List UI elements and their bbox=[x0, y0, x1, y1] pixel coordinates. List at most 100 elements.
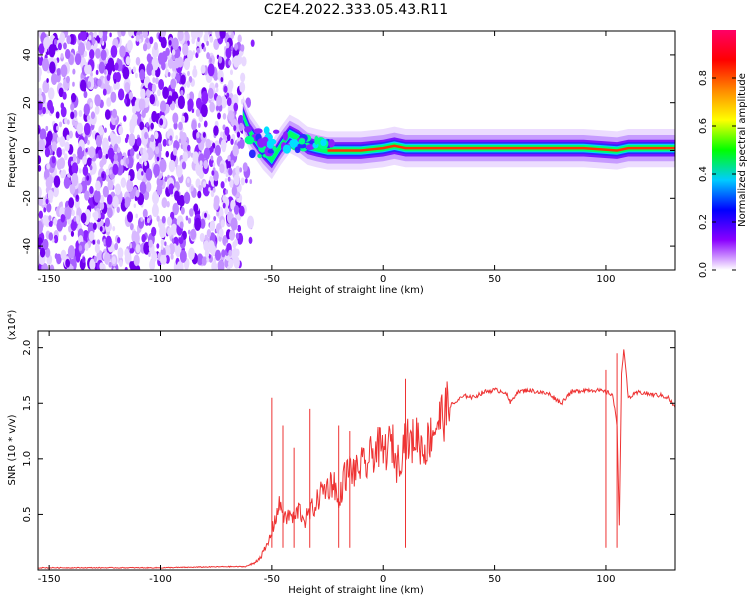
heatmap-cell bbox=[38, 155, 42, 165]
heatmap-cell bbox=[55, 111, 60, 119]
heatmap-cell bbox=[124, 98, 128, 105]
heatmap-cell bbox=[45, 198, 49, 205]
heatmap-cell bbox=[98, 61, 106, 74]
snr-y-axis-label: SNR (10 * v/v) bbox=[7, 414, 18, 485]
heatmap-cell bbox=[211, 261, 218, 270]
y-tick-label: 2.0 bbox=[22, 340, 33, 356]
heatmap-cell bbox=[124, 81, 131, 93]
heatmap-cell bbox=[234, 238, 238, 246]
heatmap-cell bbox=[141, 125, 144, 130]
heatmap-cell bbox=[187, 217, 192, 224]
heatmap-cell bbox=[244, 126, 252, 133]
heatmap-cell bbox=[164, 241, 167, 246]
heatmap-cell bbox=[86, 64, 92, 75]
heatmap-cell bbox=[215, 82, 219, 89]
heatmap-cell bbox=[145, 181, 152, 193]
heatmap-cell bbox=[200, 104, 208, 118]
heatmap-cell bbox=[94, 105, 100, 115]
heatmap-cell bbox=[99, 201, 105, 210]
heatmap-cell bbox=[181, 161, 187, 170]
heatmap-cell bbox=[60, 64, 68, 78]
heatmap-cell bbox=[213, 199, 219, 211]
heatmap-cell bbox=[161, 215, 166, 224]
heatmap-cell bbox=[141, 109, 146, 119]
heatmap-cell bbox=[38, 43, 45, 55]
heatmap-cell bbox=[112, 135, 117, 143]
heatmap-cell bbox=[246, 215, 255, 229]
heatmap-cell bbox=[172, 71, 176, 78]
heatmap-cell bbox=[172, 112, 179, 124]
heatmap-cell bbox=[140, 216, 144, 222]
x-tick-label: -50 bbox=[264, 574, 280, 585]
heatmap-cell bbox=[38, 74, 41, 83]
heatmap-cell bbox=[193, 203, 199, 213]
heatmap-cell bbox=[54, 253, 59, 260]
heatmap-cell bbox=[237, 34, 242, 43]
heatmap-cell bbox=[220, 139, 227, 151]
heatmap-cell bbox=[135, 34, 140, 42]
heatmap-cell bbox=[188, 76, 193, 83]
heatmap-cell bbox=[227, 176, 231, 182]
heatmap-cell bbox=[206, 256, 210, 263]
heatmap-cell bbox=[135, 243, 141, 254]
heatmap-cell bbox=[115, 119, 119, 126]
heatmap-cell bbox=[153, 163, 160, 177]
heatmap-cell bbox=[200, 64, 206, 74]
heatmap-cell bbox=[167, 95, 173, 105]
heatmap-cell bbox=[184, 260, 190, 270]
heatmap-cell bbox=[38, 220, 44, 235]
heatmap-cell bbox=[240, 44, 245, 52]
heatmap-cell bbox=[197, 190, 202, 199]
heatmap-x-ticks: -150 -100 -50 0 50 100 bbox=[38, 31, 616, 285]
heatmap-cell bbox=[65, 258, 71, 268]
heatmap-cell bbox=[49, 264, 55, 270]
heatmap-cell bbox=[95, 180, 101, 192]
heatmap-cell bbox=[122, 115, 127, 122]
heatmap-cell bbox=[179, 249, 187, 263]
heatmap-cell bbox=[43, 207, 47, 213]
heatmap-cell bbox=[120, 31, 126, 37]
heatmap-cell bbox=[217, 260, 225, 270]
heatmap-cell bbox=[139, 181, 147, 195]
heatmap-cell bbox=[156, 156, 160, 162]
heatmap-cell bbox=[124, 266, 128, 270]
heatmap-cell bbox=[93, 255, 97, 263]
heatmap-cell bbox=[249, 179, 253, 185]
x-tick-label: -150 bbox=[38, 274, 61, 285]
heatmap-cell bbox=[117, 88, 125, 101]
heatmap-cell bbox=[236, 191, 240, 198]
heatmap-cell bbox=[209, 57, 213, 63]
heatmap-cell bbox=[47, 99, 53, 111]
heatmap-cell bbox=[46, 162, 50, 170]
heatmap-cell bbox=[126, 211, 133, 223]
heatmap-cell bbox=[210, 155, 214, 161]
heatmap-cell bbox=[181, 115, 186, 124]
heatmap-cell bbox=[159, 225, 167, 239]
heatmap-cell bbox=[206, 52, 211, 60]
heatmap-cell bbox=[94, 243, 100, 254]
heatmap-cell bbox=[106, 74, 111, 82]
heatmap-cell bbox=[45, 125, 49, 132]
heatmap-cell bbox=[126, 179, 134, 193]
heatmap-cell bbox=[297, 143, 307, 149]
heatmap-cell bbox=[53, 234, 59, 244]
x-tick-label: -100 bbox=[149, 574, 172, 585]
heatmap-cell bbox=[151, 57, 159, 71]
heatmap-cell bbox=[80, 212, 87, 224]
colorbar-tick-label: 0.8 bbox=[698, 70, 709, 86]
heatmap-cell bbox=[143, 241, 151, 255]
heatmap-cell bbox=[210, 246, 216, 256]
heatmap-cell bbox=[175, 141, 180, 149]
heatmap-cell bbox=[248, 149, 256, 159]
heatmap-cell bbox=[154, 146, 160, 155]
heatmap-cell bbox=[61, 169, 67, 179]
heatmap-cell bbox=[68, 197, 75, 209]
heatmap-cell bbox=[211, 170, 215, 176]
heatmap-cell bbox=[56, 136, 61, 143]
heatmap-cell bbox=[228, 258, 234, 269]
y-tick-label: 40 bbox=[22, 49, 33, 62]
heatmap-cell bbox=[46, 202, 52, 213]
heatmap-cell bbox=[228, 167, 233, 176]
heatmap-cell bbox=[220, 219, 225, 228]
heatmap-cell bbox=[109, 169, 112, 175]
